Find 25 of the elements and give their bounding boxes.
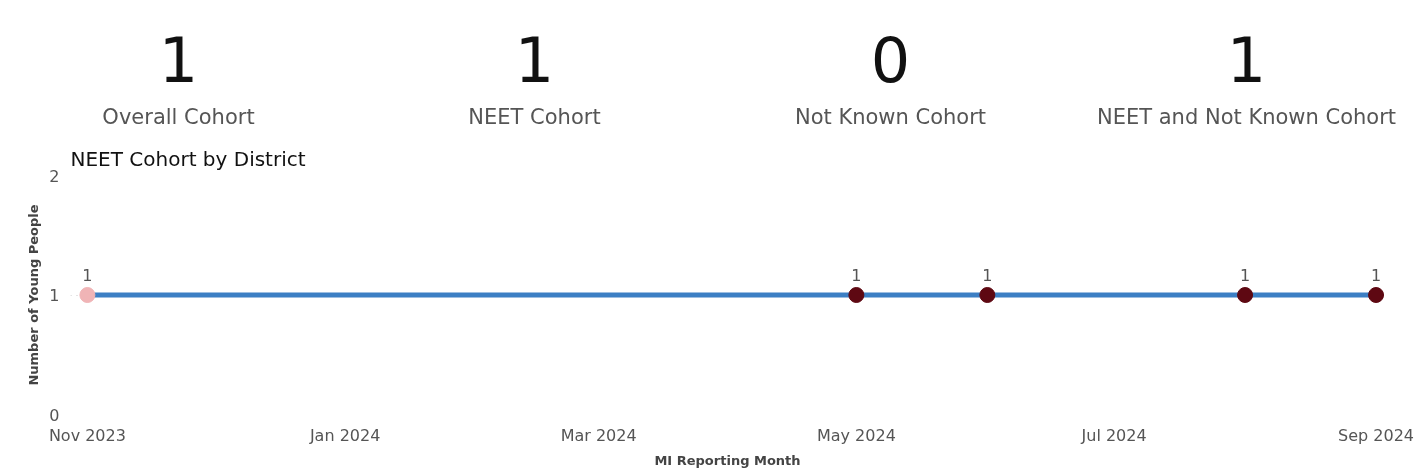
data-label: 1 — [514, 23, 555, 97]
text: Not Known Cohort — [794, 104, 987, 129]
data-label: 1 — [1370, 266, 1382, 285]
data-label: 1 — [82, 266, 93, 285]
chart-title: NEET Cohort by District — [70, 146, 306, 171]
y-tick-label: 2 — [49, 166, 60, 186]
y-tick-label: 1 — [49, 286, 60, 305]
data-label: 1 — [1226, 23, 1267, 97]
data-label: 1 — [1239, 266, 1251, 285]
data-label: 0 — [870, 23, 911, 97]
text: NEET and Not Known Cohort — [1096, 104, 1397, 129]
x-tick-label: Mar 2024 — [560, 425, 637, 445]
x-tick-label: Nov 2023 — [48, 425, 126, 445]
text: NEET Cohort — [468, 104, 601, 129]
text: Overall Cohort — [102, 104, 255, 129]
x-tick-label: May 2024 — [816, 425, 896, 445]
y-axis-title: Number of Young People — [26, 204, 42, 386]
x-tick-label: Jan 2024 — [308, 425, 381, 445]
data-label: 1 — [851, 266, 862, 285]
y-tick-label: 0 — [49, 405, 60, 425]
x-axis-title: MI Reporting Month — [654, 452, 801, 468]
x-tick-label: Sep 2024 — [1338, 425, 1415, 445]
data-label: 1 — [158, 23, 199, 97]
x-tick-label: Jul 2024 — [1080, 425, 1147, 445]
data-label: 1 — [982, 266, 993, 285]
